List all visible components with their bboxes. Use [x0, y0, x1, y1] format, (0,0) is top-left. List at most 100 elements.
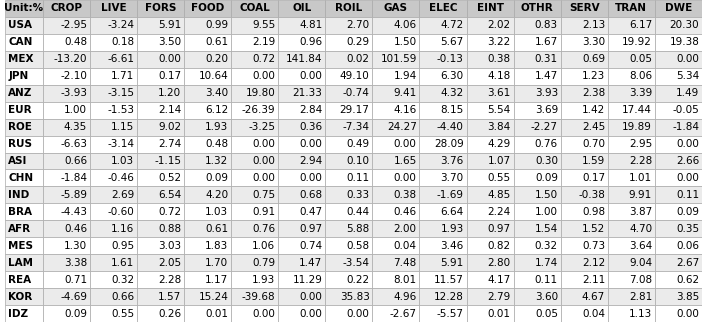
Bar — [5, 305, 43, 322]
Bar — [655, 271, 702, 288]
Bar — [514, 305, 561, 322]
Text: 1.42: 1.42 — [582, 105, 605, 115]
Bar — [43, 34, 90, 51]
Bar — [5, 288, 43, 305]
Text: 2.95: 2.95 — [629, 139, 652, 149]
Bar — [325, 237, 372, 254]
Bar — [137, 51, 184, 68]
Text: 101.59: 101.59 — [380, 54, 417, 64]
Bar — [43, 0, 90, 17]
Text: 3.46: 3.46 — [441, 241, 464, 251]
Bar — [325, 0, 372, 17]
Text: FORS: FORS — [145, 4, 176, 14]
Text: 6.54: 6.54 — [158, 190, 181, 200]
Bar — [90, 271, 137, 288]
Text: -0.13: -0.13 — [437, 54, 464, 64]
Bar — [43, 254, 90, 271]
Bar — [5, 85, 43, 102]
Bar — [231, 254, 278, 271]
Text: 0.68: 0.68 — [299, 190, 322, 200]
Text: 1.93: 1.93 — [441, 224, 464, 234]
Text: ROIL: ROIL — [336, 4, 362, 14]
Text: 3.84: 3.84 — [488, 122, 511, 132]
Bar — [278, 271, 325, 288]
Text: 0.82: 0.82 — [488, 241, 511, 251]
Bar — [655, 305, 702, 322]
Bar — [561, 17, 608, 34]
Text: -2.95: -2.95 — [60, 20, 87, 30]
Text: 1.47: 1.47 — [535, 71, 558, 81]
Text: 19.38: 19.38 — [669, 37, 699, 47]
Bar — [514, 0, 561, 17]
Bar — [231, 102, 278, 118]
Bar — [184, 0, 231, 17]
Text: 19.89: 19.89 — [622, 122, 652, 132]
Text: 3.03: 3.03 — [158, 241, 181, 251]
Bar — [90, 220, 137, 237]
Bar — [231, 288, 278, 305]
Text: 1.70: 1.70 — [205, 258, 228, 268]
Text: 15.24: 15.24 — [199, 292, 228, 302]
Bar — [561, 153, 608, 169]
Bar — [372, 102, 420, 118]
Bar — [467, 34, 514, 51]
Bar — [184, 186, 231, 204]
Bar — [231, 186, 278, 204]
Text: 0.00: 0.00 — [347, 308, 370, 318]
Bar — [655, 220, 702, 237]
Text: 3.60: 3.60 — [535, 292, 558, 302]
Bar — [137, 237, 184, 254]
Bar — [278, 136, 325, 153]
Bar — [90, 51, 137, 68]
Text: 0.72: 0.72 — [158, 207, 181, 217]
Text: 0.20: 0.20 — [206, 54, 228, 64]
Bar — [608, 186, 655, 204]
Bar — [90, 153, 137, 169]
Bar — [372, 186, 420, 204]
Bar — [514, 271, 561, 288]
Text: BRA: BRA — [8, 207, 32, 217]
Bar — [514, 34, 561, 51]
Text: SERV: SERV — [569, 4, 600, 14]
Text: 0.79: 0.79 — [252, 258, 275, 268]
Bar — [372, 51, 420, 68]
Text: 0.04: 0.04 — [582, 308, 605, 318]
Bar — [184, 254, 231, 271]
Bar — [231, 237, 278, 254]
Bar — [278, 288, 325, 305]
Text: 9.02: 9.02 — [158, 122, 181, 132]
Text: 0.11: 0.11 — [535, 275, 558, 285]
Text: 0.00: 0.00 — [300, 71, 322, 81]
Bar — [608, 254, 655, 271]
Bar — [278, 68, 325, 85]
Bar — [655, 68, 702, 85]
Bar — [43, 68, 90, 85]
Bar — [655, 169, 702, 186]
Text: 0.17: 0.17 — [582, 173, 605, 183]
Bar — [184, 102, 231, 118]
Bar — [561, 34, 608, 51]
Bar — [561, 186, 608, 204]
Text: 1.03: 1.03 — [205, 207, 228, 217]
Text: -1.84: -1.84 — [60, 173, 87, 183]
Text: 5.54: 5.54 — [488, 105, 511, 115]
Text: LIVE: LIVE — [100, 4, 126, 14]
Bar — [655, 204, 702, 220]
Text: 0.58: 0.58 — [347, 241, 370, 251]
Text: 4.35: 4.35 — [64, 122, 87, 132]
Bar — [184, 204, 231, 220]
Bar — [231, 68, 278, 85]
Bar — [43, 51, 90, 68]
Text: 0.26: 0.26 — [158, 308, 181, 318]
Bar — [5, 102, 43, 118]
Text: CAN: CAN — [8, 37, 32, 47]
Text: 1.00: 1.00 — [64, 105, 87, 115]
Text: 3.70: 3.70 — [441, 173, 464, 183]
Bar — [5, 254, 43, 271]
Bar — [467, 186, 514, 204]
Text: 2.67: 2.67 — [676, 258, 699, 268]
Text: 0.48: 0.48 — [64, 37, 87, 47]
Bar — [325, 17, 372, 34]
Bar — [608, 237, 655, 254]
Text: 0.01: 0.01 — [488, 308, 511, 318]
